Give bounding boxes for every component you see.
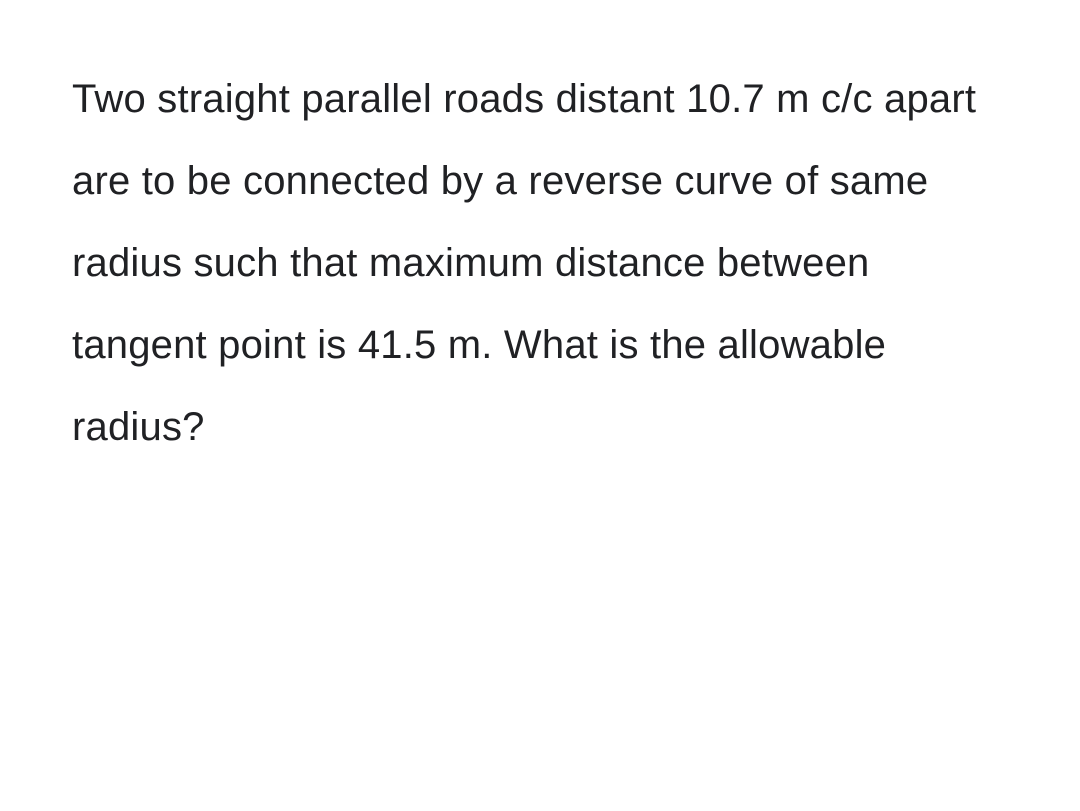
problem-text: Two straight parallel roads distant 10.7… (72, 58, 1008, 468)
document-content: Two straight parallel roads distant 10.7… (0, 0, 1080, 468)
